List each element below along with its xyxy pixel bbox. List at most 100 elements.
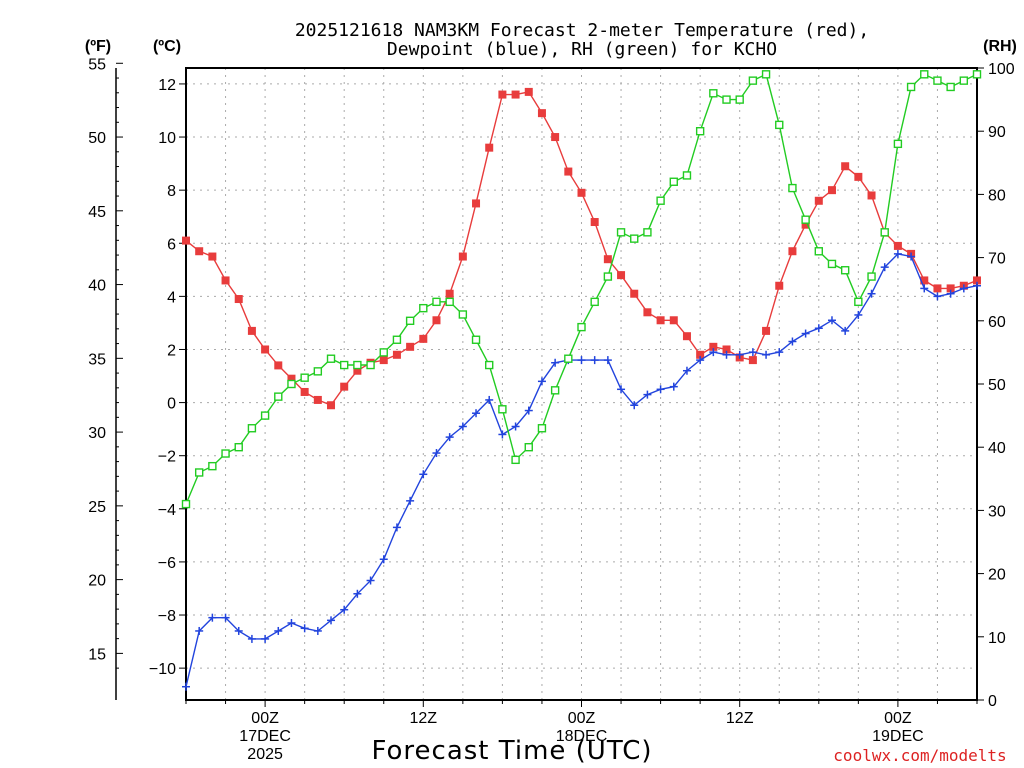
dewpoint-point (247, 634, 256, 643)
rh-tick-label: 60 (988, 314, 1006, 331)
rh-point (498, 405, 507, 414)
temperature-point (722, 345, 731, 354)
temperature-point (208, 252, 217, 261)
dewpoint-point (498, 430, 507, 439)
rh-tick-label: 30 (988, 503, 1006, 520)
dewpoint-point (696, 356, 705, 365)
dewpoint-point (551, 358, 560, 367)
rh-unit-label: (RH) (983, 38, 1017, 55)
rh-tick-label: 70 (988, 251, 1006, 268)
temperature-point (669, 316, 678, 325)
rh-tick-label: 40 (988, 440, 1006, 457)
fahrenheit-tick-label: 30 (88, 425, 106, 442)
dewpoint-point (973, 281, 981, 290)
dewpoint-point (353, 589, 362, 598)
dewpoint-point (406, 496, 415, 505)
temperature-point (630, 289, 639, 298)
temperature-point (973, 276, 981, 285)
rh-tick-label: 90 (988, 124, 1006, 141)
dewpoint-point (656, 385, 665, 394)
dewpoint-point (234, 626, 243, 635)
temperature-point (709, 342, 718, 351)
dewpoint-point (419, 470, 428, 479)
dewpoint-point (841, 326, 850, 335)
temperature-point (920, 276, 929, 285)
rh-point (603, 272, 613, 281)
rh-point (194, 468, 204, 477)
temperature-point (564, 167, 573, 176)
dewpoint-point (669, 382, 678, 391)
dewpoint-point (432, 449, 441, 458)
dewpoint-point (445, 433, 454, 442)
temperature-point (617, 271, 626, 280)
temperature-point (472, 199, 481, 208)
series-layer (181, 70, 982, 691)
dewpoint-point (880, 263, 889, 272)
temperature-point (682, 332, 691, 341)
dewpoint-point (893, 249, 902, 258)
rh-point (366, 360, 375, 370)
dewpoint-point (313, 626, 322, 635)
rh-point (656, 196, 665, 205)
temperature-point (827, 186, 836, 195)
x-tick-label: 12Z (726, 710, 754, 727)
dewpoint-point (511, 422, 520, 431)
rh-point (471, 335, 481, 344)
rh-point (300, 373, 309, 382)
rh-point (485, 360, 494, 370)
temperature-point (379, 356, 388, 365)
temperature-point (841, 162, 850, 171)
rh-tick-label: 100 (988, 61, 1015, 78)
dewpoint-point (221, 613, 230, 622)
dewpoint-point (722, 350, 731, 359)
rh-point (550, 386, 560, 395)
rh-tick-label: 0 (988, 693, 997, 710)
dewpoint-point (577, 356, 586, 365)
temperature-point (419, 334, 428, 343)
dewpoint-point (643, 390, 652, 399)
rh-tick-label: 50 (988, 377, 1006, 394)
dewpoint-point (366, 576, 375, 585)
celsius-tick-label: −6 (158, 555, 176, 572)
dewpoint-point (524, 406, 533, 415)
celsius-tick-label: 0 (167, 396, 176, 413)
rh-point (867, 272, 876, 281)
temperature-point (893, 241, 902, 250)
temperature-point (485, 143, 494, 152)
dewpoint-point (392, 523, 401, 532)
rh-point (511, 455, 520, 465)
dewpoint-point (907, 252, 916, 261)
celsius-tick-label: 6 (167, 236, 176, 253)
temperature-point (603, 255, 612, 264)
grid-lines (186, 68, 977, 700)
dewpoint-point (208, 613, 217, 622)
rh-point (643, 228, 652, 237)
rh-point (234, 443, 243, 452)
rh-point (208, 461, 217, 471)
rh-point (537, 424, 547, 433)
rh-point (893, 139, 903, 149)
x-tick-label: 00Z (251, 710, 279, 727)
rh-point (445, 297, 454, 307)
rh-point (577, 322, 586, 332)
temperature-point (643, 308, 652, 317)
temperature-point (353, 366, 362, 375)
dewpoint-point (287, 618, 296, 627)
rh-point (735, 95, 744, 104)
celsius-tick-label: 10 (158, 130, 176, 147)
x-axis-label: Forecast Time (UTC) (371, 736, 652, 766)
rh-point (801, 215, 810, 224)
rh-point (814, 247, 823, 256)
chart-title-line2: Dewpoint (blue), RH (green) for KCHO (387, 39, 777, 60)
temperature-point (867, 191, 876, 200)
dewpoint-point (682, 366, 691, 375)
rh-point (379, 348, 388, 357)
temperature-point (946, 284, 955, 293)
temperature-point (788, 247, 797, 256)
rh-point (564, 354, 573, 363)
x-tick-label: 00Z (884, 710, 912, 727)
temperature-point (432, 316, 441, 325)
chart-title-line1: 2025121618 NAM3KM Forecast 2-meter Tempe… (295, 20, 869, 41)
axes: 152025303540455055−10−8−6−4−202468101201… (88, 56, 1015, 763)
